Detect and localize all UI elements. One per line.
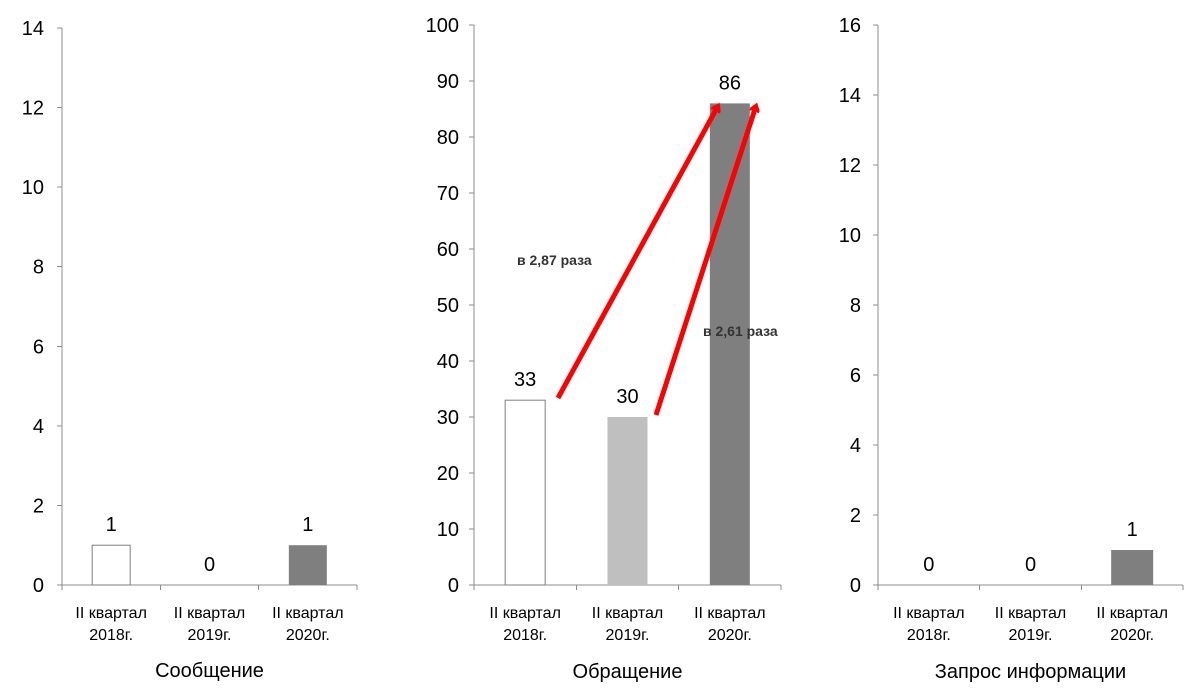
data-label-2019: 30 (616, 386, 638, 408)
y-tick-label: 50 (437, 295, 459, 317)
y-tick-label: 12 (22, 98, 44, 120)
category-label: II квартал (592, 605, 663, 622)
y-tick-label: 90 (437, 71, 459, 93)
category-label: 2018г. (503, 627, 547, 644)
category-label: II квартал (272, 605, 343, 622)
bar-2020 (709, 103, 750, 586)
data-label-2019: 0 (1025, 554, 1036, 576)
y-tick-label: 100 (426, 15, 459, 37)
bar-2018 (504, 399, 546, 586)
chart-3: 0 2 4 6 8 10 12 14 16 0 II квартал 2018г. 0 II кварта… (839, 15, 1184, 683)
data-label-2020: 1 (1127, 519, 1138, 541)
category-label: II квартал (489, 605, 560, 622)
category-label: 2019г. (188, 627, 232, 644)
data-label-2018: 33 (514, 369, 536, 391)
category-label: 2019г. (606, 627, 650, 644)
growth-arrow (555, 106, 718, 400)
category-label: 2019г. (1009, 627, 1053, 644)
x-axis-title: Запрос информации (935, 661, 1126, 683)
y-tick-label: 6 (850, 365, 861, 387)
category-label: II квартал (174, 605, 245, 622)
growth-annotation: в 2,61 раза (703, 323, 778, 339)
y-tick-label: 10 (839, 225, 861, 247)
y-tick-label: 10 (437, 519, 459, 541)
y-tick-label: 80 (437, 127, 459, 149)
bar-2019 (607, 417, 648, 585)
y-tick-label: 14 (839, 85, 861, 107)
category-label: II квартал (893, 605, 964, 622)
growth-arrow (653, 106, 756, 416)
y-tick-label: 16 (839, 15, 861, 37)
bar-2018 (91, 544, 131, 586)
y-tick-label: 10 (22, 177, 44, 199)
x-axis-title: Обращение (573, 661, 683, 683)
y-tick-label: 2 (850, 505, 861, 527)
category-label: II квартал (995, 605, 1066, 622)
bar-2020 (1111, 550, 1154, 585)
data-label-2018: 1 (106, 514, 117, 536)
y-tick-label: 70 (437, 183, 459, 205)
y-tick-label: 8 (850, 295, 861, 317)
x-axis-title: Сообщение (155, 660, 264, 682)
growth-annotation: в 2,87 раза (517, 252, 592, 268)
data-label-2020: 86 (719, 72, 741, 94)
y-tick-label: 0 (448, 575, 459, 597)
y-tick-label: 4 (33, 416, 44, 438)
data-label-2018: 0 (923, 554, 934, 576)
y-tick-label: 0 (33, 575, 44, 597)
y-tick-label: 4 (850, 435, 861, 457)
y-tick-label: 8 (33, 257, 44, 279)
category-label: 2020г. (708, 627, 752, 644)
y-tick-label: 6 (33, 336, 44, 358)
category-label: II квартал (75, 605, 146, 622)
category-label: 2018г. (907, 627, 951, 644)
y-tick-label: 60 (437, 239, 459, 261)
category-label: 2018г. (89, 627, 133, 644)
category-label: 2020г. (286, 627, 330, 644)
y-tick-label: 0 (850, 575, 861, 597)
category-label: 2020г. (1110, 627, 1154, 644)
chart-1: 0 2 4 6 8 10 12 14 1 II квартал 2018г. 0 II квартал 2… (22, 18, 358, 682)
y-tick-label: 20 (437, 463, 459, 485)
y-tick-label: 2 (33, 495, 44, 517)
category-label: II квартал (694, 605, 765, 622)
y-tick-label: 14 (22, 18, 44, 40)
data-label-2020: 1 (302, 514, 313, 536)
category-label: II квартал (1096, 605, 1167, 622)
data-label-2019: 0 (204, 554, 215, 576)
chart-2: 0 10 20 30 40 50 60 70 80 90 100 33 II квартал 2018г.… (426, 15, 782, 683)
y-tick-label: 30 (437, 407, 459, 429)
y-tick-label: 12 (839, 155, 861, 177)
y-tick-label: 40 (437, 351, 459, 373)
bar-2020 (288, 545, 327, 585)
